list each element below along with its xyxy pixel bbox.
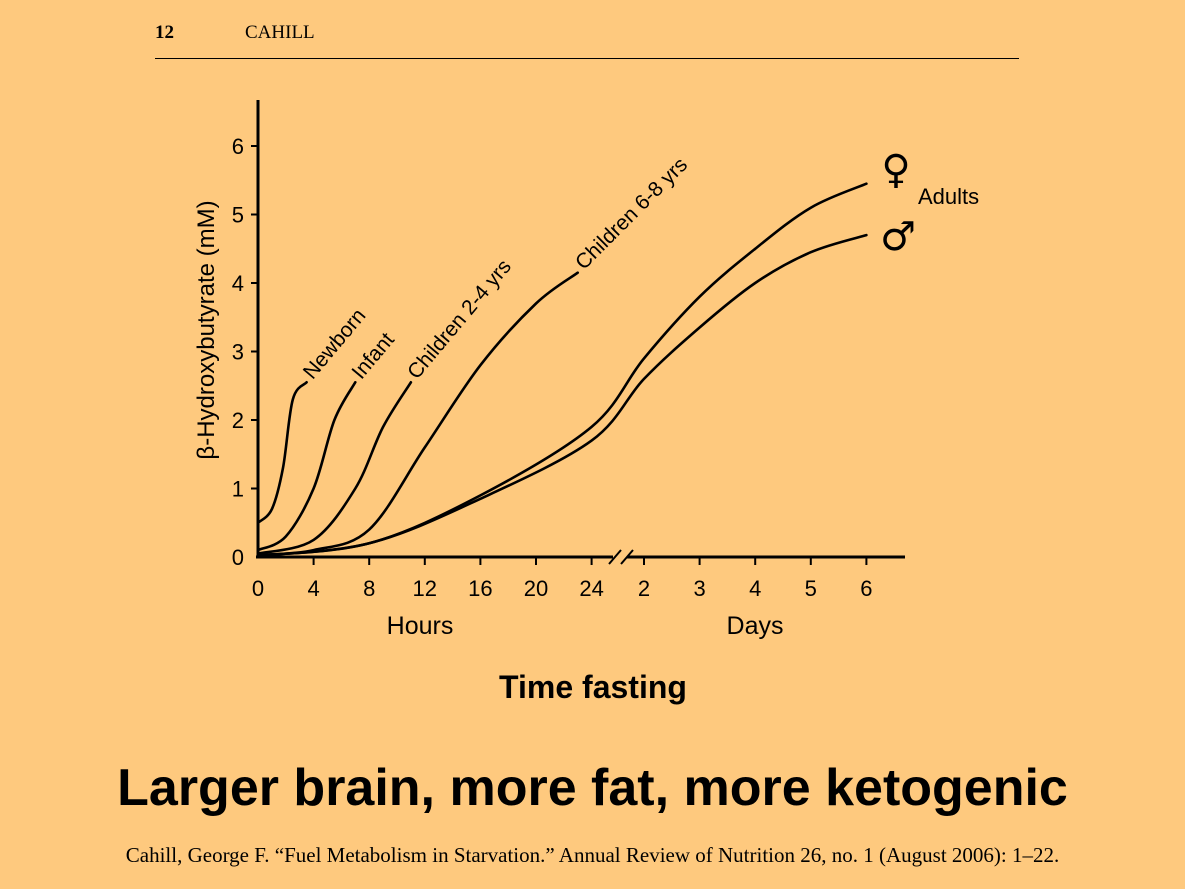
x-tick-label: 16 xyxy=(468,576,492,601)
x-tick-label: 8 xyxy=(363,576,375,601)
y-tick-label: 6 xyxy=(232,134,244,159)
x-tick-label: 0 xyxy=(252,576,264,601)
x-tick-label: 2 xyxy=(638,576,650,601)
page-number: 12 xyxy=(155,22,174,43)
x-segment-label-hours: Hours xyxy=(387,612,454,640)
y-axis-title: β-Hydroxybutyrate (mM) xyxy=(193,200,220,459)
running-head-author: CAHILL xyxy=(245,22,315,43)
page-header: 12 CAHILL xyxy=(155,22,1019,59)
series-line-3 xyxy=(256,271,579,557)
y-tick-label: 3 xyxy=(232,340,244,365)
x-segment-label-days: Days xyxy=(727,612,784,640)
series-label: Children 6-8 yrs xyxy=(571,153,692,274)
x-tick-label: 3 xyxy=(693,576,705,601)
x-tick-label: 4 xyxy=(749,576,761,601)
series-label: Children 2-4 yrs xyxy=(403,255,516,383)
series-line-2 xyxy=(256,381,413,555)
series-line-1 xyxy=(256,381,357,552)
x-tick-label: 4 xyxy=(307,576,319,601)
y-tick-label: 5 xyxy=(232,203,244,228)
x-tick-label: 20 xyxy=(524,576,548,601)
axis-break-mark xyxy=(620,549,634,565)
y-tick-label: 2 xyxy=(232,408,244,433)
y-tick-label: 1 xyxy=(232,477,244,502)
axis-break-mark xyxy=(608,549,622,565)
x-tick-label: 12 xyxy=(413,576,437,601)
series-line-5 xyxy=(256,233,868,557)
citation: Cahill, George F. “Fuel Metabolism in St… xyxy=(125,843,1060,867)
male-symbol: ♂ xyxy=(880,214,916,260)
slide-title: Larger brain, more fat, more ketogenic xyxy=(117,759,1068,817)
x-tick-label: 24 xyxy=(579,576,603,601)
x-tick-label: 5 xyxy=(805,576,817,601)
x-tick-label: 6 xyxy=(860,576,872,601)
y-tick-label: 4 xyxy=(232,271,244,296)
x-axis-title: Time fasting xyxy=(499,669,687,705)
series-line-0 xyxy=(256,381,308,525)
adults-label: Adults xyxy=(918,184,979,209)
female-symbol: ♀ xyxy=(881,147,910,193)
y-tick-label: 0 xyxy=(232,545,244,570)
